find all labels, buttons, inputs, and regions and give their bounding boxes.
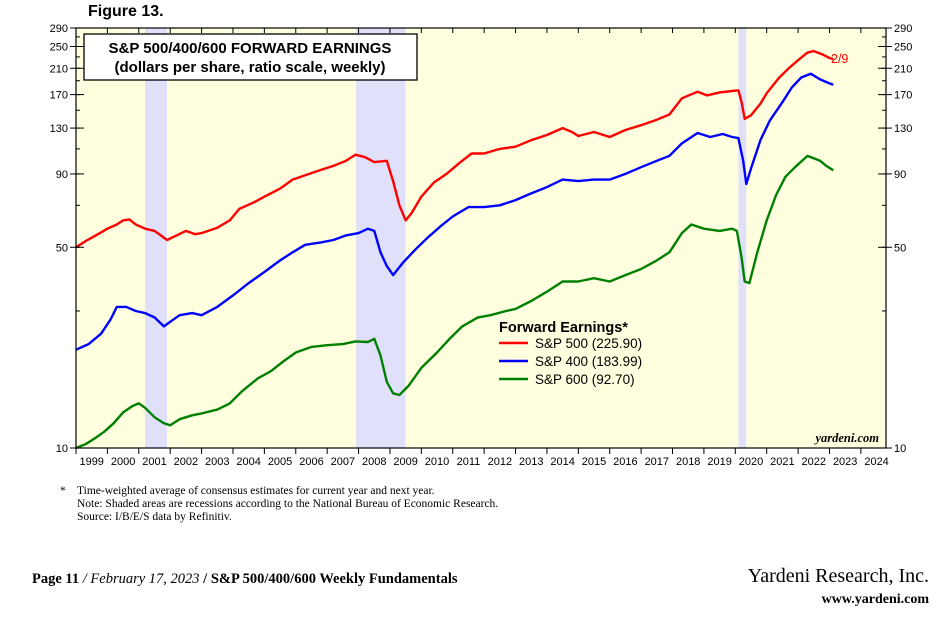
chart-subtitle: (dollars per share, ratio scale, weekly) (115, 59, 386, 76)
legend-label-2: S&P 400 (183.99) (535, 354, 642, 369)
x-tick-label: 2010 (425, 456, 449, 468)
title-box (83, 33, 418, 81)
chart: 10 10 50 50 90 90 130 130 170 170 210 210 250 250 290 2… (50, 23, 913, 468)
x-tick-label: 2008 (362, 456, 386, 468)
x-tick-label: 2011 (457, 456, 481, 468)
x-tick-label: 1999 (79, 456, 103, 468)
series-line-2 (75, 72, 834, 351)
recession-band (145, 28, 168, 448)
recession-bands (145, 28, 747, 448)
x-tick-label: 2002 (174, 456, 198, 468)
footnote-marker: * (60, 485, 66, 497)
x-tick-label: 2014 (550, 456, 574, 468)
y-tick-label-right: 50 (894, 242, 906, 254)
y-tick-label-left: 170 (50, 90, 68, 102)
y-tick-label-right: 250 (894, 42, 912, 54)
footer-date: February 17, 2023 (90, 571, 200, 587)
y-tick-label-right: 130 (894, 123, 912, 135)
x-tick-label: 2015 (582, 456, 606, 468)
legend: S&P 500 (225.90) S&P 400 (183.99) S&P 600 … (499, 336, 642, 387)
chart-title: S&P 500/400/600 FORWARD EARNINGS (109, 40, 392, 57)
x-tick-label: 2017 (645, 456, 669, 468)
end-label: 2/9 (831, 52, 848, 66)
y-tick-label-left: 130 (50, 123, 68, 135)
x-tick-label: 2016 (613, 456, 637, 468)
x-tick-label: 2000 (111, 456, 135, 468)
x-tick-label: 2004 (236, 456, 260, 468)
x-tick-label: 2021 (770, 456, 794, 468)
footer-sep1: / (79, 571, 91, 587)
y-tick-label-left: 10 (56, 443, 68, 455)
x-tick-label: 2013 (519, 456, 543, 468)
footnote-source: Source: I/B/E/S data by Refinitiv. (77, 511, 232, 523)
x-tick-label: 2019 (707, 456, 731, 468)
y-tick-label-left: 250 (50, 42, 68, 54)
series-line-1 (75, 49, 834, 249)
recession-band (738, 28, 747, 448)
y-tick-label-left: 90 (56, 169, 68, 181)
y-tick-label-right: 170 (894, 90, 912, 102)
footer-sep2: / (199, 571, 211, 587)
y-tick-label-right: 210 (894, 63, 912, 75)
figure-label: Figure 13. (88, 3, 164, 20)
y-tick-label-left: 290 (50, 23, 68, 35)
watermark: yardeni.com (813, 431, 879, 445)
y-axis: 10 10 50 50 90 90 130 130 170 170 210 210 250 250 290 2… (50, 23, 913, 455)
x-axis: 1999 2000 2001 2002 2003 2004 2005 2006 2007 2008… (75, 28, 889, 468)
x-tick-label: 2006 (299, 456, 323, 468)
y-tick-label-right: 90 (894, 169, 906, 181)
x-tick-label: 2003 (205, 456, 229, 468)
footer-report: S&P 500/400/600 Weekly Fundamentals (210, 571, 458, 587)
footer-page: Page 11 (32, 571, 80, 587)
x-tick-label: 2001 (142, 456, 166, 468)
footnote-definition: Time-weighted average of consensus estim… (77, 485, 435, 497)
plot-background (76, 28, 886, 448)
x-tick-label: 2022 (802, 456, 826, 468)
x-tick-label: 2009 (393, 456, 417, 468)
y-tick-label-left: 50 (56, 242, 68, 254)
legend-title: Forward Earnings* (499, 320, 628, 336)
footnote-note: Note: Shaded areas are recessions accord… (77, 498, 499, 510)
x-tick-label: 2020 (739, 456, 763, 468)
legend-label-1: S&P 500 (225.90) (535, 336, 642, 351)
x-tick-label: 2007 (331, 456, 355, 468)
footer-citation: Page 11 / February 17, 2023 / S&P 500/40… (32, 571, 458, 588)
footer-company: Yardeni Research, Inc. (747, 565, 929, 587)
legend-label-3: S&P 600 (92.70) (535, 372, 635, 387)
footer-url: www.yardeni.com (821, 592, 929, 607)
series-line-3 (75, 154, 834, 450)
y-tick-label-right: 10 (894, 443, 906, 455)
y-tick-label-right: 290 (894, 23, 912, 35)
y-tick-label-left: 210 (50, 63, 68, 75)
series-lines (75, 49, 834, 450)
recession-band (356, 28, 406, 448)
x-tick-label: 2005 (268, 456, 292, 468)
x-tick-label: 2024 (864, 456, 888, 468)
x-tick-label: 2018 (676, 456, 700, 468)
x-tick-label: 2012 (488, 456, 512, 468)
x-tick-label: 2023 (833, 456, 857, 468)
plot-frame (75, 27, 887, 449)
